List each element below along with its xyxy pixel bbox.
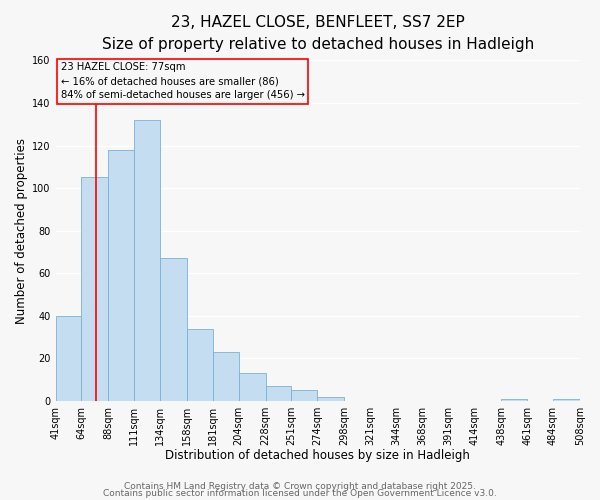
Bar: [553, 399, 580, 401]
Bar: [56, 316, 82, 401]
Bar: [134, 120, 160, 401]
Bar: [502, 399, 527, 401]
Bar: [187, 328, 213, 401]
Bar: [109, 150, 134, 401]
Y-axis label: Number of detached properties: Number of detached properties: [15, 138, 28, 324]
Bar: [266, 386, 292, 401]
Text: Contains public sector information licensed under the Open Government Licence v3: Contains public sector information licen…: [103, 490, 497, 498]
Bar: [213, 352, 239, 401]
Bar: [317, 397, 344, 401]
Bar: [292, 390, 317, 401]
Title: 23, HAZEL CLOSE, BENFLEET, SS7 2EP
Size of property relative to detached houses : 23, HAZEL CLOSE, BENFLEET, SS7 2EP Size …: [101, 15, 534, 52]
X-axis label: Distribution of detached houses by size in Hadleigh: Distribution of detached houses by size …: [166, 450, 470, 462]
Text: 23 HAZEL CLOSE: 77sqm
← 16% of detached houses are smaller (86)
84% of semi-deta: 23 HAZEL CLOSE: 77sqm ← 16% of detached …: [61, 62, 305, 100]
Bar: [239, 374, 266, 401]
Bar: [160, 258, 187, 401]
Bar: [82, 178, 109, 401]
Text: Contains HM Land Registry data © Crown copyright and database right 2025.: Contains HM Land Registry data © Crown c…: [124, 482, 476, 491]
